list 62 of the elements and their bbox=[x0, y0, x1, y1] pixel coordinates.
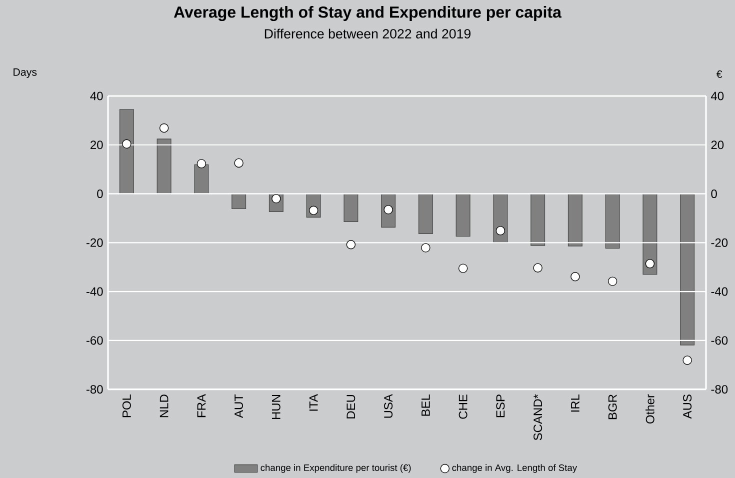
x-tick-label: CHE bbox=[458, 394, 468, 419]
point bbox=[608, 276, 618, 286]
y-tick-label: -80 bbox=[86, 384, 103, 394]
bar bbox=[119, 108, 134, 194]
bar bbox=[156, 138, 172, 194]
point bbox=[421, 243, 430, 252]
point bbox=[682, 356, 692, 365]
x-tick-label: Other bbox=[646, 394, 654, 424]
point bbox=[496, 226, 506, 236]
x-tick-label: NLD bbox=[160, 394, 168, 417]
point bbox=[346, 240, 356, 250]
point bbox=[533, 263, 542, 272]
x-tick-label: AUT bbox=[234, 394, 244, 418]
point bbox=[122, 139, 132, 148]
y2-axis-title: € bbox=[716, 70, 722, 78]
point bbox=[196, 158, 206, 168]
x-tick-label: HUN bbox=[272, 394, 280, 419]
point bbox=[458, 264, 468, 273]
bar bbox=[568, 193, 582, 246]
bar bbox=[344, 193, 358, 222]
bar bbox=[418, 193, 433, 234]
x-tick-label: FRA bbox=[197, 394, 206, 417]
y-tick-label: -40 bbox=[86, 287, 103, 296]
y-tick-label: 20 bbox=[90, 140, 103, 150]
legend-label: change in Avg. Length of Stay bbox=[452, 464, 578, 473]
x-tick-label: POL bbox=[122, 394, 131, 417]
y-tick-label: 40 bbox=[90, 92, 103, 100]
bar bbox=[642, 193, 658, 275]
point bbox=[159, 123, 169, 132]
x-tick-label: ITA bbox=[309, 394, 318, 411]
bar bbox=[493, 193, 508, 243]
bar bbox=[232, 193, 246, 209]
y2-tick-label: 40 bbox=[710, 92, 724, 100]
y-axis-title: Days bbox=[14, 68, 37, 78]
legend-label: change in Expenditure per tourist (€) bbox=[260, 464, 411, 473]
bar bbox=[194, 164, 209, 194]
y2-tick-label: 0 bbox=[711, 189, 717, 198]
x-tick-label: BEL bbox=[422, 394, 430, 416]
x-tick-label: BGR bbox=[608, 394, 617, 419]
bar bbox=[456, 193, 470, 237]
x-tick-label: AUS bbox=[683, 394, 692, 419]
y2-tick-label: -80 bbox=[711, 384, 728, 394]
chart-subtitle: Difference between 2022 and 2019 bbox=[264, 28, 471, 38]
y2-tick-label: -40 bbox=[711, 287, 728, 296]
bar bbox=[530, 193, 546, 246]
y2-tick-label: 20 bbox=[711, 140, 724, 150]
chart-title: Average Length of Stay and Expenditure per capita bbox=[174, 6, 562, 21]
x-tick-label: IRL bbox=[571, 394, 580, 412]
y-tick-label: 0 bbox=[97, 189, 103, 198]
y-tick-label: -20 bbox=[86, 238, 103, 247]
x-tick-label: SCAND* bbox=[534, 394, 542, 440]
y2-tick-label: -60 bbox=[711, 336, 728, 345]
x-tick-label: DEU bbox=[346, 394, 356, 418]
point bbox=[645, 258, 655, 268]
x-tick-label: ESP bbox=[496, 394, 505, 417]
point bbox=[570, 272, 580, 282]
x-tick-label: USA bbox=[384, 394, 393, 418]
y2-tick-label: -20 bbox=[711, 238, 728, 247]
bar bbox=[605, 193, 620, 248]
bar bbox=[680, 193, 695, 346]
point bbox=[234, 158, 244, 168]
y-tick-label: -60 bbox=[86, 336, 103, 345]
